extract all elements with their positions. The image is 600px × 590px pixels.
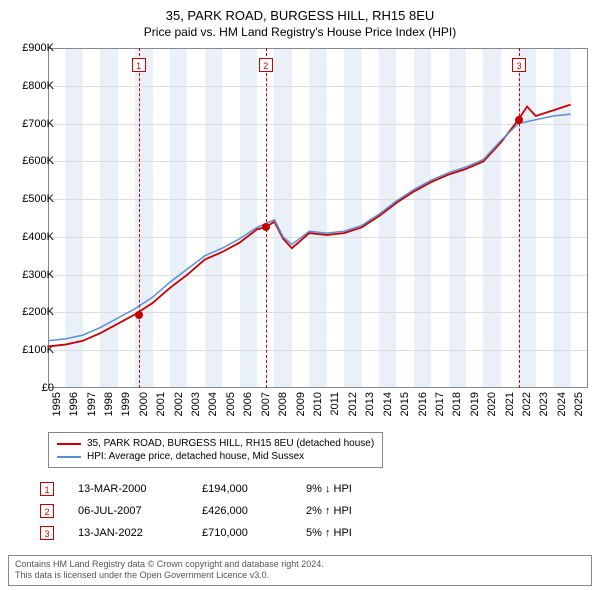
x-tick-label: 1999 <box>120 392 132 416</box>
x-tick-label: 1998 <box>103 392 115 416</box>
x-tick-label: 2021 <box>504 392 516 416</box>
transaction-table: 1 13-MAR-2000 £194,000 9% ↓ HPI 2 06-JUL… <box>40 478 396 544</box>
x-tick-label: 2016 <box>417 392 429 416</box>
x-tick-label: 2024 <box>556 392 568 416</box>
transaction-diff: 9% ↓ HPI <box>306 483 396 495</box>
legend-swatch <box>57 456 81 458</box>
transaction-price: £710,000 <box>202 527 282 539</box>
chart-lines-svg <box>48 48 588 388</box>
x-tick-label: 2015 <box>399 392 411 416</box>
x-tick-label: 2000 <box>138 392 150 416</box>
footer-line: Contains HM Land Registry data © Crown c… <box>15 559 585 571</box>
x-tick-label: 2002 <box>173 392 185 416</box>
x-tick-label: 2010 <box>312 392 324 416</box>
x-tick-label: 2020 <box>486 392 498 416</box>
x-tick-label: 2003 <box>190 392 202 416</box>
transaction-marker-box: 1 <box>40 482 54 496</box>
x-tick-label: 2011 <box>329 392 341 416</box>
marker-box: 3 <box>512 58 526 72</box>
table-row: 2 06-JUL-2007 £426,000 2% ↑ HPI <box>40 500 396 522</box>
chart-container: 35, PARK ROAD, BURGESS HILL, RH15 8EU Pr… <box>0 0 600 590</box>
x-tick-label: 2013 <box>364 392 376 416</box>
marker-dot <box>135 311 143 319</box>
x-tick-label: 2017 <box>434 392 446 416</box>
transaction-price: £426,000 <box>202 505 282 517</box>
transaction-price: £194,000 <box>202 483 282 495</box>
x-tick-label: 2012 <box>347 392 359 416</box>
x-tick-label: 1996 <box>68 392 80 416</box>
legend-swatch <box>57 443 81 445</box>
x-tick-label: 2008 <box>277 392 289 416</box>
x-tick-label: 2018 <box>451 392 463 416</box>
footer-line: This data is licensed under the Open Gov… <box>15 570 585 582</box>
transaction-marker-box: 3 <box>40 526 54 540</box>
legend-row: 35, PARK ROAD, BURGESS HILL, RH15 8EU (d… <box>57 437 374 450</box>
legend-row: HPI: Average price, detached house, Mid … <box>57 450 374 463</box>
x-tick-label: 2007 <box>260 392 272 416</box>
x-tick-label: 2009 <box>295 392 307 416</box>
transaction-diff: 2% ↑ HPI <box>306 505 396 517</box>
chart-legend: 35, PARK ROAD, BURGESS HILL, RH15 8EU (d… <box>48 432 383 468</box>
x-tick-label: 2001 <box>155 392 167 416</box>
x-tick-label: 2004 <box>207 392 219 416</box>
transaction-date: 13-MAR-2000 <box>78 483 178 495</box>
transaction-date: 13-JAN-2022 <box>78 527 178 539</box>
chart-title: 35, PARK ROAD, BURGESS HILL, RH15 8EU <box>0 0 600 23</box>
transaction-marker-box: 2 <box>40 504 54 518</box>
x-tick-label: 1997 <box>86 392 98 416</box>
marker-dot <box>515 116 523 124</box>
series-line-hpi <box>48 114 571 341</box>
marker-box: 1 <box>132 58 146 72</box>
legend-label: HPI: Average price, detached house, Mid … <box>87 451 304 462</box>
footer-attribution: Contains HM Land Registry data © Crown c… <box>8 555 592 586</box>
legend-label: 35, PARK ROAD, BURGESS HILL, RH15 8EU (d… <box>87 438 374 449</box>
x-tick-label: 2019 <box>469 392 481 416</box>
x-tick-label: 2025 <box>573 392 585 416</box>
table-row: 1 13-MAR-2000 £194,000 9% ↓ HPI <box>40 478 396 500</box>
marker-dot <box>262 223 270 231</box>
marker-box: 2 <box>259 58 273 72</box>
x-tick-label: 1995 <box>51 392 63 416</box>
x-tick-label: 2022 <box>521 392 533 416</box>
series-line-property <box>48 105 571 347</box>
transaction-date: 06-JUL-2007 <box>78 505 178 517</box>
chart-subtitle: Price paid vs. HM Land Registry's House … <box>0 23 600 39</box>
transaction-diff: 5% ↑ HPI <box>306 527 396 539</box>
x-tick-label: 2005 <box>225 392 237 416</box>
x-tick-label: 2006 <box>242 392 254 416</box>
x-tick-label: 2023 <box>538 392 550 416</box>
table-row: 3 13-JAN-2022 £710,000 5% ↑ HPI <box>40 522 396 544</box>
x-tick-label: 2014 <box>382 392 394 416</box>
